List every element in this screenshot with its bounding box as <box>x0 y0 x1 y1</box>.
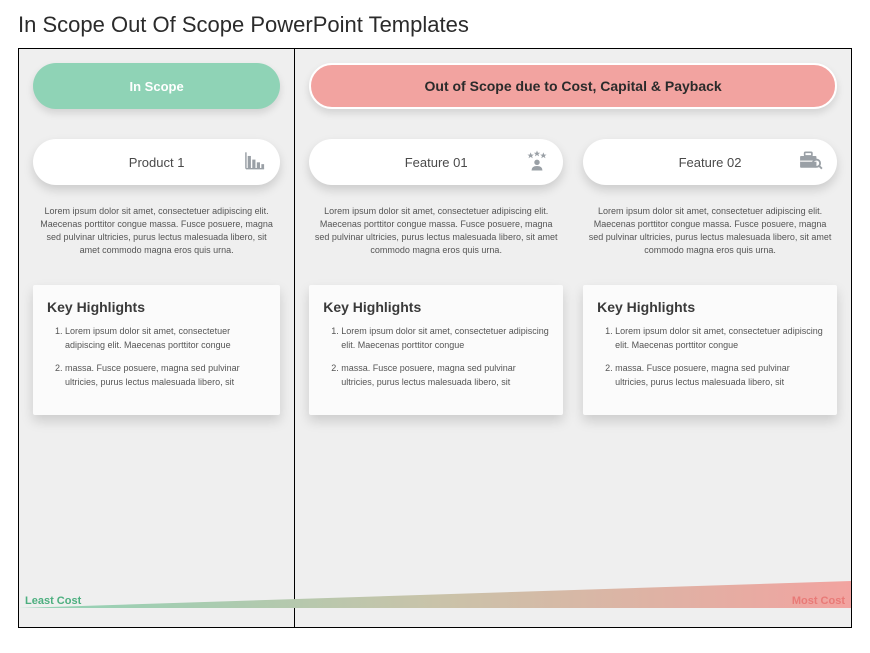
highlight-item: massa. Fusce posuere, magna sed pulvinar… <box>341 362 549 389</box>
bar-chart-icon <box>244 151 266 174</box>
highlights-title: Key Highlights <box>597 299 823 315</box>
product-pill: Product 1 <box>33 139 280 185</box>
highlight-item: massa. Fusce posuere, magna sed pulvinar… <box>615 362 823 389</box>
briefcase-search-icon <box>799 151 823 174</box>
highlight-item: massa. Fusce posuere, magna sed pulvinar… <box>65 362 266 389</box>
feature-highlights: Key Highlights Lorem ipsum dolor sit ame… <box>583 285 837 415</box>
feature-pill: Feature 02 <box>583 139 837 185</box>
product-description: Lorem ipsum dolor sit amet, consectetuer… <box>33 199 280 285</box>
out-scope-column: Out of Scope due to Cost, Capital & Payb… <box>295 49 851 627</box>
feature-description: Lorem ipsum dolor sit amet, consectetuer… <box>583 199 837 285</box>
feature-description: Lorem ipsum dolor sit amet, consectetuer… <box>309 199 563 285</box>
product-highlights: Key Highlights Lorem ipsum dolor sit ame… <box>33 285 280 415</box>
highlights-title: Key Highlights <box>323 299 549 315</box>
in-scope-column: In Scope Product 1 Lorem ipsum dolor sit… <box>19 49 295 627</box>
feature-highlights: Key Highlights Lorem ipsum dolor sit ame… <box>309 285 563 415</box>
feature-pill: Feature 01 <box>309 139 563 185</box>
page-title: In Scope Out Of Scope PowerPoint Templat… <box>0 0 870 48</box>
in-scope-header: In Scope <box>33 63 280 109</box>
highlight-item: Lorem ipsum dolor sit amet, consectetuer… <box>65 325 266 352</box>
highlight-item: Lorem ipsum dolor sit amet, consectetuer… <box>615 325 823 352</box>
feature-2-column: Feature 02 Lorem ipsum dolor sit amet, c… <box>583 139 837 587</box>
highlights-title: Key Highlights <box>47 299 266 315</box>
feature-1-column: Feature 01 Lorem ipsum dolor sit amet, c… <box>309 139 563 587</box>
highlight-item: Lorem ipsum dolor sit amet, consectetuer… <box>341 325 549 352</box>
scope-frame: In Scope Product 1 Lorem ipsum dolor sit… <box>18 48 852 628</box>
feature-label: Feature 02 <box>679 155 742 170</box>
feature-label: Feature 01 <box>405 155 468 170</box>
out-scope-header: Out of Scope due to Cost, Capital & Payb… <box>309 63 837 109</box>
product-label: Product 1 <box>129 155 185 170</box>
rating-icon <box>525 151 549 174</box>
